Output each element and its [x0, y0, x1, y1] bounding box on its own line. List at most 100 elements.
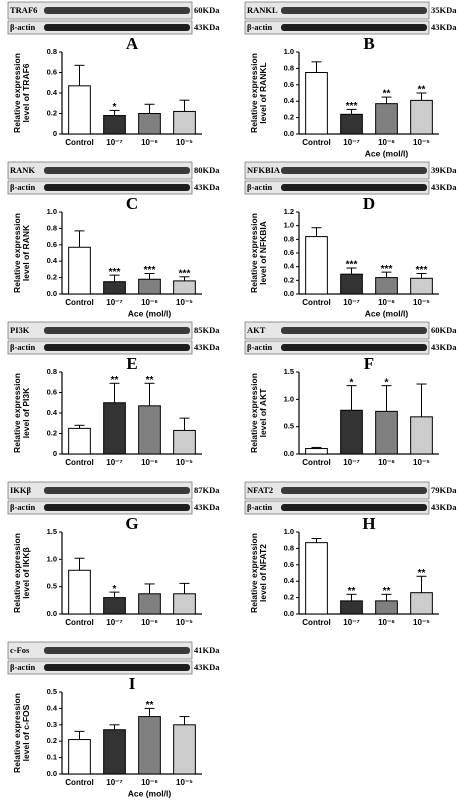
x-tick-label: 10⁻⁷	[106, 618, 122, 627]
x-axis-label: Ace (mol/l)	[365, 308, 409, 318]
bar	[410, 416, 433, 455]
panel-chart: PI3K 85KDa β-actin 43KDa E 0 0.2 0.4 0.6 0.8 Contr…	[7, 321, 220, 467]
x-tick-label: 10⁻⁶	[141, 458, 158, 467]
y-tick-label: 0.0	[284, 609, 294, 618]
bar	[375, 600, 398, 615]
x-tick-label: 10⁻⁶	[141, 298, 158, 307]
y-axis-label: Relative expression level of IKKβ	[11, 533, 31, 613]
y-tick-label: 1.0	[284, 47, 294, 56]
blot-band	[44, 487, 190, 494]
blot-band	[281, 7, 427, 14]
panel: NFKBIA 39KDa β-actin 43KDa D 0.0 0.2 0.4 0.6 0.8 1…	[237, 160, 474, 320]
protein-kda: 79KDa	[431, 485, 457, 495]
y-tick-label: 0.0	[47, 289, 57, 298]
y-axis-label: Relative expression level of TRAF6	[11, 53, 31, 133]
y-tick-label: 1.0	[47, 207, 57, 216]
bar	[138, 113, 161, 135]
blot-band	[44, 184, 190, 191]
control-label: β-actin	[247, 342, 273, 352]
blot-band	[281, 344, 427, 351]
y-tick-label: 0.5	[47, 687, 57, 696]
x-tick-label: 10⁻⁷	[343, 458, 359, 467]
panel: RANKL 35KDa β-actin 43KDa B 0.0 0.2 0.4 0.6 0.8 1.…	[237, 0, 474, 160]
x-tick-label: Control	[65, 298, 93, 307]
bar	[138, 593, 161, 615]
x-tick-label: 10⁻⁵	[413, 618, 430, 627]
x-tick-label: Control	[302, 618, 330, 627]
y-tick-label: 0.2	[47, 108, 57, 117]
panel: c-Fos 41KDa β-actin 43KDa I 0.0 0.1 0.2 0.3 0.4 0.…	[0, 640, 237, 800]
bar	[173, 429, 196, 455]
protein-label: c-Fos	[10, 645, 30, 655]
significance: *	[350, 377, 354, 388]
y-tick-label: 0.4	[284, 576, 295, 585]
blot-band	[44, 504, 190, 511]
x-tick-label: Control	[65, 138, 93, 147]
significance: **	[383, 89, 391, 100]
x-tick-label: 10⁻⁷	[106, 138, 122, 147]
blot-band	[44, 664, 190, 671]
panel: NFAT2 79KDa β-actin 43KDa H 0.0 0.2 0.4 0.6 0.8 1.…	[237, 480, 474, 640]
bar	[68, 427, 91, 455]
bar	[138, 278, 161, 295]
control-label: β-actin	[10, 342, 36, 352]
x-tick-label: 10⁻⁶	[141, 138, 158, 147]
blot-band	[281, 327, 427, 334]
x-tick-label: 10⁻⁵	[413, 298, 430, 307]
y-tick-label: 0	[53, 449, 57, 458]
y-tick-label: 0.2	[284, 593, 294, 602]
protein-label: AKT	[247, 325, 266, 335]
y-tick-label: 0.3	[47, 720, 57, 729]
y-tick-label: 0.8	[284, 63, 294, 72]
protein-kda: 41KDa	[194, 645, 220, 655]
control-kda: 43KDa	[431, 182, 457, 192]
blot-band	[44, 344, 190, 351]
y-tick-label: 0.0	[47, 769, 57, 778]
control-kda: 43KDa	[194, 502, 220, 512]
significance: **	[111, 375, 119, 386]
control-kda: 43KDa	[431, 342, 457, 352]
control-kda: 43KDa	[194, 342, 220, 352]
blot-band	[281, 184, 427, 191]
x-tick-label: 10⁻⁵	[176, 458, 193, 467]
y-tick-label: 0.1	[47, 753, 57, 762]
bar	[340, 600, 363, 615]
x-tick-label: Control	[302, 138, 330, 147]
y-tick-label: 0.5	[47, 582, 57, 591]
panel: IKKβ 87KDa β-actin 43KDa G 0.0 0.5 1.0 1.5 Contro…	[0, 480, 237, 640]
y-tick-label: 0.0	[284, 289, 294, 298]
bar	[68, 246, 91, 295]
y-tick-label: 1.2	[284, 207, 294, 216]
blot-band	[44, 327, 190, 334]
control-kda: 43KDa	[194, 22, 220, 32]
x-tick-label: 10⁻⁷	[106, 458, 122, 467]
panel-letter: D	[363, 194, 375, 213]
x-tick-label: Control	[65, 458, 93, 467]
panel-chart: RANK 80KDa β-actin 43KDa C 0.0 0.2 0.4 0.6 0.8 1.0…	[7, 161, 220, 318]
panel-letter: H	[362, 514, 375, 533]
significance: **	[146, 375, 154, 386]
significance: **	[348, 586, 356, 597]
blot-band	[281, 504, 427, 511]
control-kda: 43KDa	[194, 662, 220, 672]
bar	[375, 277, 398, 295]
control-kda: 43KDa	[194, 182, 220, 192]
significance: ***	[381, 264, 393, 275]
panel: RANK 80KDa β-actin 43KDa C 0.0 0.2 0.4 0.6 0.8 1.0…	[0, 160, 237, 320]
blot-band	[44, 7, 190, 14]
panel-letter: G	[125, 514, 138, 533]
protein-kda: 80KDa	[194, 165, 220, 175]
blot-band	[44, 647, 190, 654]
y-tick-label: 0.4	[47, 88, 58, 97]
x-axis-label: Ace (mol/l)	[128, 788, 172, 798]
y-tick-label: 0.4	[47, 408, 58, 417]
significance: ***	[179, 268, 191, 279]
y-tick-label: 1.0	[284, 221, 294, 230]
x-tick-label: 10⁻⁷	[343, 298, 359, 307]
x-tick-label: 10⁻⁵	[176, 778, 193, 787]
panel-letter: F	[364, 354, 374, 373]
protein-label: RANK	[10, 165, 35, 175]
bar	[410, 99, 433, 135]
y-tick-label: 0.6	[47, 67, 57, 76]
